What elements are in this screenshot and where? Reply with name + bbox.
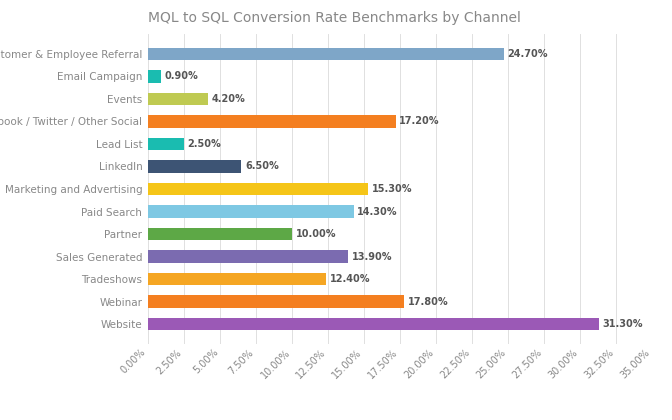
Bar: [148, 205, 353, 218]
Bar: [148, 273, 327, 285]
Text: 31.30%: 31.30%: [602, 319, 642, 329]
Bar: [148, 138, 184, 150]
Bar: [148, 228, 292, 240]
Text: 0.90%: 0.90%: [165, 71, 198, 81]
Bar: [148, 250, 348, 263]
Text: 12.40%: 12.40%: [330, 274, 370, 284]
Bar: [148, 48, 503, 60]
Bar: [148, 318, 599, 330]
Text: 14.30%: 14.30%: [358, 207, 398, 217]
Text: 2.50%: 2.50%: [187, 139, 221, 149]
Bar: [148, 115, 396, 128]
Text: MQL to SQL Conversion Rate Benchmarks by Channel: MQL to SQL Conversion Rate Benchmarks by…: [148, 11, 521, 26]
Bar: [148, 70, 161, 83]
Text: 17.80%: 17.80%: [408, 297, 448, 307]
Bar: [148, 295, 404, 308]
Bar: [148, 160, 241, 173]
Text: 10.00%: 10.00%: [296, 229, 336, 239]
Text: 24.70%: 24.70%: [507, 49, 548, 59]
Text: 13.90%: 13.90%: [351, 252, 392, 262]
Text: 6.50%: 6.50%: [245, 161, 279, 171]
Bar: [148, 183, 368, 195]
Text: 15.30%: 15.30%: [372, 184, 412, 194]
Bar: [148, 93, 208, 105]
Text: 17.20%: 17.20%: [399, 116, 439, 126]
Text: 4.20%: 4.20%: [212, 94, 246, 104]
